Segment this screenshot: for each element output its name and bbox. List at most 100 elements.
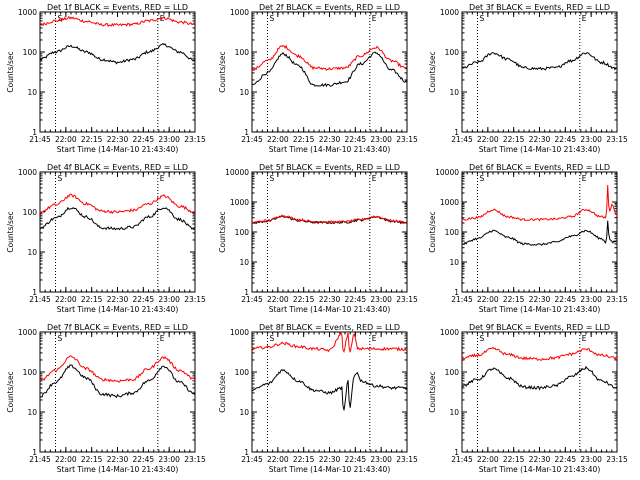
x-axis-label: Start Time (14-Mar-10 21:43:40): [57, 305, 179, 314]
y-axis-label: Counts/sec: [428, 51, 437, 92]
y-tick-label: 1000: [440, 328, 459, 337]
chart-panel-9: Det 9f BLACK = Events, RED = LLD 1 10 100 10…: [428, 323, 628, 474]
y-axis-label: Counts/sec: [218, 51, 227, 92]
plot-frame: [251, 171, 408, 293]
start-marker: S: [270, 14, 275, 23]
x-axis-label: Start Time (14-Mar-10 21:43:40): [479, 145, 601, 154]
chart-panel-1: Det 1f BLACK = Events, RED = LLD 1 10 100 10…: [6, 3, 206, 154]
events-series-line: [251, 368, 408, 411]
x-tick-label: 22:45: [133, 455, 155, 464]
chart-title: Det 8f BLACK = Events, RED = LLD: [259, 323, 400, 332]
x-tick-label: 23:15: [396, 135, 418, 144]
y-tick-label: 1: [244, 128, 249, 137]
x-tick-label: 22:45: [133, 295, 155, 304]
y-axis-label: Counts/sec: [6, 371, 15, 412]
x-tick-label: 21:45: [29, 135, 51, 144]
chart-title: Det 7f BLACK = Events, RED = LLD: [47, 323, 188, 332]
y-tick-label: 100: [235, 48, 250, 57]
x-axis-label: Start Time (14-Mar-10 21:43:40): [269, 305, 391, 314]
events-series-line: [39, 42, 196, 65]
y-tick-label: 100: [23, 208, 38, 217]
x-tick-label: 22:45: [133, 135, 155, 144]
x-tick-label: 22:00: [55, 455, 77, 464]
y-tick-label: 10: [239, 258, 249, 267]
x-tick-label: 22:00: [267, 135, 289, 144]
y-tick-label: 100: [445, 48, 460, 57]
y-tick-label: 100: [23, 368, 38, 377]
plot-frame: [39, 171, 196, 293]
plot-frame: [251, 11, 408, 133]
x-axis-label: Start Time (14-Mar-10 21:43:40): [269, 145, 391, 154]
x-tick-label: 23:00: [580, 135, 602, 144]
x-tick-label: 22:15: [503, 135, 525, 144]
y-axis-label: Counts/sec: [218, 211, 227, 252]
x-tick-label: 22:15: [293, 455, 315, 464]
start-marker: S: [480, 334, 485, 343]
x-tick-label: 21:45: [451, 455, 473, 464]
plot-frame: [39, 331, 196, 453]
x-tick-label: 22:45: [555, 135, 577, 144]
x-tick-label: 22:15: [81, 295, 103, 304]
chart-title: Det 2f BLACK = Events, RED = LLD: [259, 3, 400, 12]
plot-frame: [461, 11, 618, 133]
x-axis-label: Start Time (14-Mar-10 21:43:40): [57, 145, 179, 154]
y-tick-label: 10: [27, 88, 37, 97]
x-tick-label: 22:00: [267, 455, 289, 464]
events-series-line: [39, 206, 195, 231]
lld-series-line: [251, 214, 408, 224]
lld-series-line: [39, 355, 196, 383]
y-tick-label: 1: [244, 288, 249, 297]
y-tick-label: 1000: [230, 328, 249, 337]
y-tick-label: 10: [27, 408, 37, 417]
end-marker: E: [372, 14, 377, 23]
plot-frame: [461, 331, 618, 453]
y-tick-label: 10000: [435, 168, 459, 177]
chart-title: Det 3f BLACK = Events, RED = LLD: [469, 3, 610, 12]
lld-series-line: [39, 193, 196, 215]
x-tick-label: 22:45: [555, 295, 577, 304]
start-marker: S: [480, 174, 485, 183]
end-marker: E: [582, 334, 587, 343]
x-axis-label: Start Time (14-Mar-10 21:43:40): [479, 465, 601, 474]
y-tick-label: 1000: [440, 8, 459, 17]
x-tick-label: 23:00: [158, 295, 180, 304]
chart-title: Det 9f BLACK = Events, RED = LLD: [469, 323, 610, 332]
end-marker: E: [372, 334, 377, 343]
y-tick-label: 1000: [18, 8, 37, 17]
chart-panel-3: Det 3f BLACK = Events, RED = LLD 1 10 100 10…: [428, 3, 628, 154]
y-tick-label: 1: [32, 448, 37, 457]
y-tick-label: 10000: [225, 168, 249, 177]
start-marker: S: [270, 174, 275, 183]
x-tick-label: 23:00: [580, 455, 602, 464]
x-tick-label: 22:30: [529, 455, 551, 464]
x-tick-label: 23:00: [580, 295, 602, 304]
x-tick-label: 22:15: [293, 135, 315, 144]
y-axis-label: Counts/sec: [218, 371, 227, 412]
chart-title: Det 4f BLACK = Events, RED = LLD: [47, 163, 188, 172]
start-marker: S: [480, 14, 485, 23]
x-tick-label: 23:00: [370, 455, 392, 464]
y-tick-label: 10: [449, 258, 459, 267]
events-series-line: [251, 51, 408, 88]
chart-panel-2: Det 2f BLACK = Events, RED = LLD 1 10 100 10…: [218, 3, 418, 154]
y-tick-label: 100: [445, 368, 460, 377]
x-tick-label: 21:45: [241, 455, 263, 464]
x-tick-label: 22:30: [107, 135, 129, 144]
y-tick-label: 1: [32, 288, 37, 297]
chart-panel-4: Det 4f BLACK = Events, RED = LLD 1 10 100 10…: [6, 163, 206, 314]
x-tick-label: 23:15: [606, 455, 628, 464]
events-series-line: [461, 365, 618, 391]
end-marker: E: [582, 174, 587, 183]
x-tick-label: 22:45: [345, 135, 367, 144]
x-tick-label: 23:15: [396, 455, 418, 464]
y-tick-label: 100: [23, 48, 38, 57]
plot-frame: [461, 171, 618, 293]
x-tick-label: 22:15: [503, 295, 525, 304]
y-tick-label: 1: [454, 128, 459, 137]
x-tick-label: 23:00: [370, 295, 392, 304]
chart-title: Det 5f BLACK = Events, RED = LLD: [259, 163, 400, 172]
y-tick-label: 10: [449, 408, 459, 417]
lld-series-line: [461, 346, 618, 362]
chart-panel-7: Det 7f BLACK = Events, RED = LLD 1 10 100 10…: [6, 323, 206, 474]
x-tick-label: 22:00: [55, 135, 77, 144]
